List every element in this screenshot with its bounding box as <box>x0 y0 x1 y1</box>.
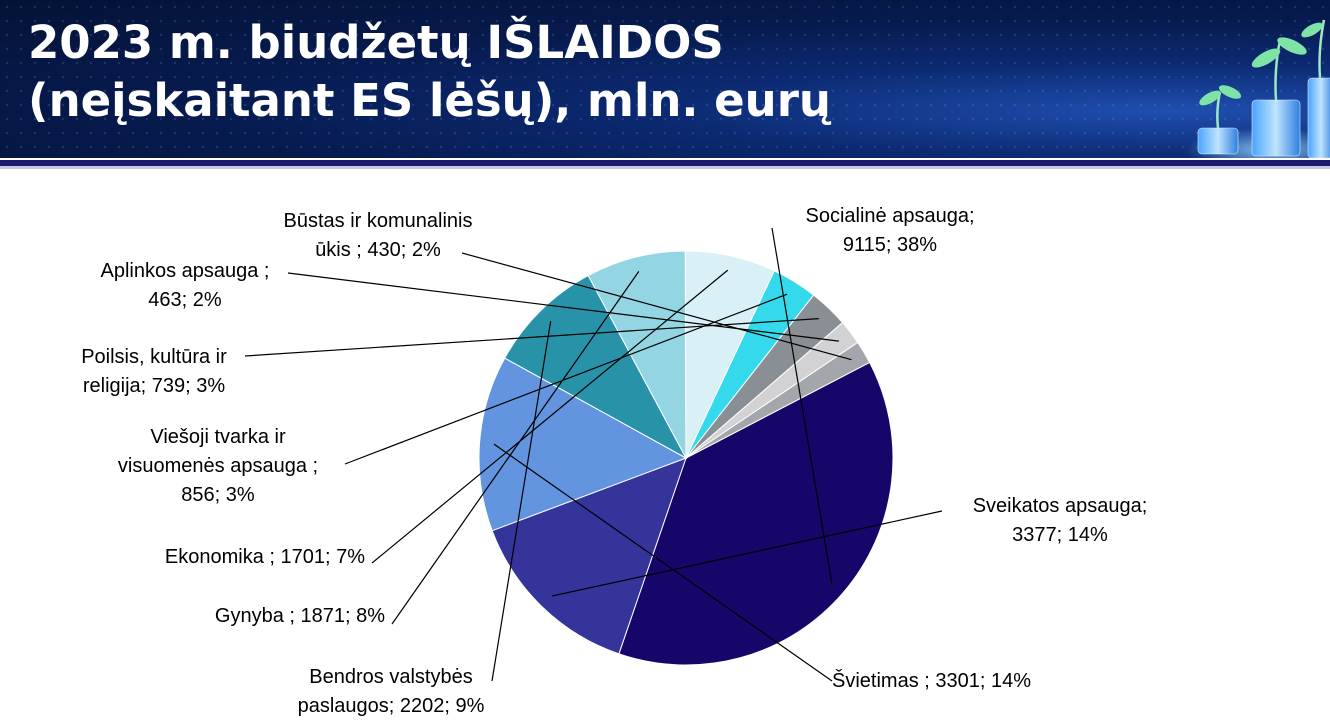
leader-line-3 <box>491 321 552 682</box>
pie-chart: Socialinė apsauga; 9115; 38% Sveikatos aps… <box>81 205 1148 717</box>
header-divider-light <box>0 166 1330 169</box>
leader-line-6 <box>344 293 788 465</box>
page-title-line-1: 2023 m. biudžetų IŠLAIDOS <box>28 16 724 69</box>
header-divider-navy <box>0 160 1330 166</box>
leader-line-2 <box>493 443 833 682</box>
slice-label-5: Ekonomika ; 1701; 7% <box>165 546 365 568</box>
slice-label-6: Viešoji tvarka ir visuomenės apsauga ; 856… <box>118 426 318 506</box>
page-title-line-2: (neįskaitant ES lėšų), mln. eurų <box>28 74 831 127</box>
coins-plants-illustration <box>1185 19 1330 158</box>
pie-slice-4 <box>587 250 687 459</box>
header-divider-white <box>0 158 1330 160</box>
leader-line-1 <box>551 510 943 597</box>
leader-line-5 <box>371 269 729 564</box>
leader-line-0 <box>771 227 833 584</box>
header-banner: 2023 m. biudžetų IŠLAIDOS (neįskaitant E… <box>0 0 1330 158</box>
slice-label-1: Sveikatos apsauga; 3377; 14% <box>973 495 1148 546</box>
pie-slice-9 <box>685 341 871 459</box>
leader-line-9 <box>461 252 852 361</box>
slice-label-8: Aplinkos apsauga ; 463; 2% <box>100 260 269 311</box>
leader-line-8 <box>287 272 839 342</box>
pie-slice-3 <box>504 274 688 460</box>
pie-slice-2 <box>478 357 688 532</box>
slice-label-4: Gynyba ; 1871; 8% <box>215 605 385 627</box>
slice-label-7: Poilsis, kultūra ir religija; 739; 3% <box>81 346 227 397</box>
page-title: 2023 m. biudžetų IŠLAIDOS (neįskaitant E… <box>28 14 831 130</box>
pie-slice-0 <box>618 361 894 666</box>
slice-label-3: Bendros valstybės paslaugos; 2202; 9% <box>298 666 485 717</box>
leader-line-4 <box>391 271 640 625</box>
slice-label-9: Būstas ir komunalinis ūkis ; 430; 2% <box>284 210 473 261</box>
slice-label-2: Švietimas ; 3301; 14% <box>832 669 1031 692</box>
pie-slice-1 <box>491 457 687 655</box>
slice-label-0: Socialinė apsauga; 9115; 38% <box>805 205 974 256</box>
banner-dot-pattern <box>0 0 1330 158</box>
